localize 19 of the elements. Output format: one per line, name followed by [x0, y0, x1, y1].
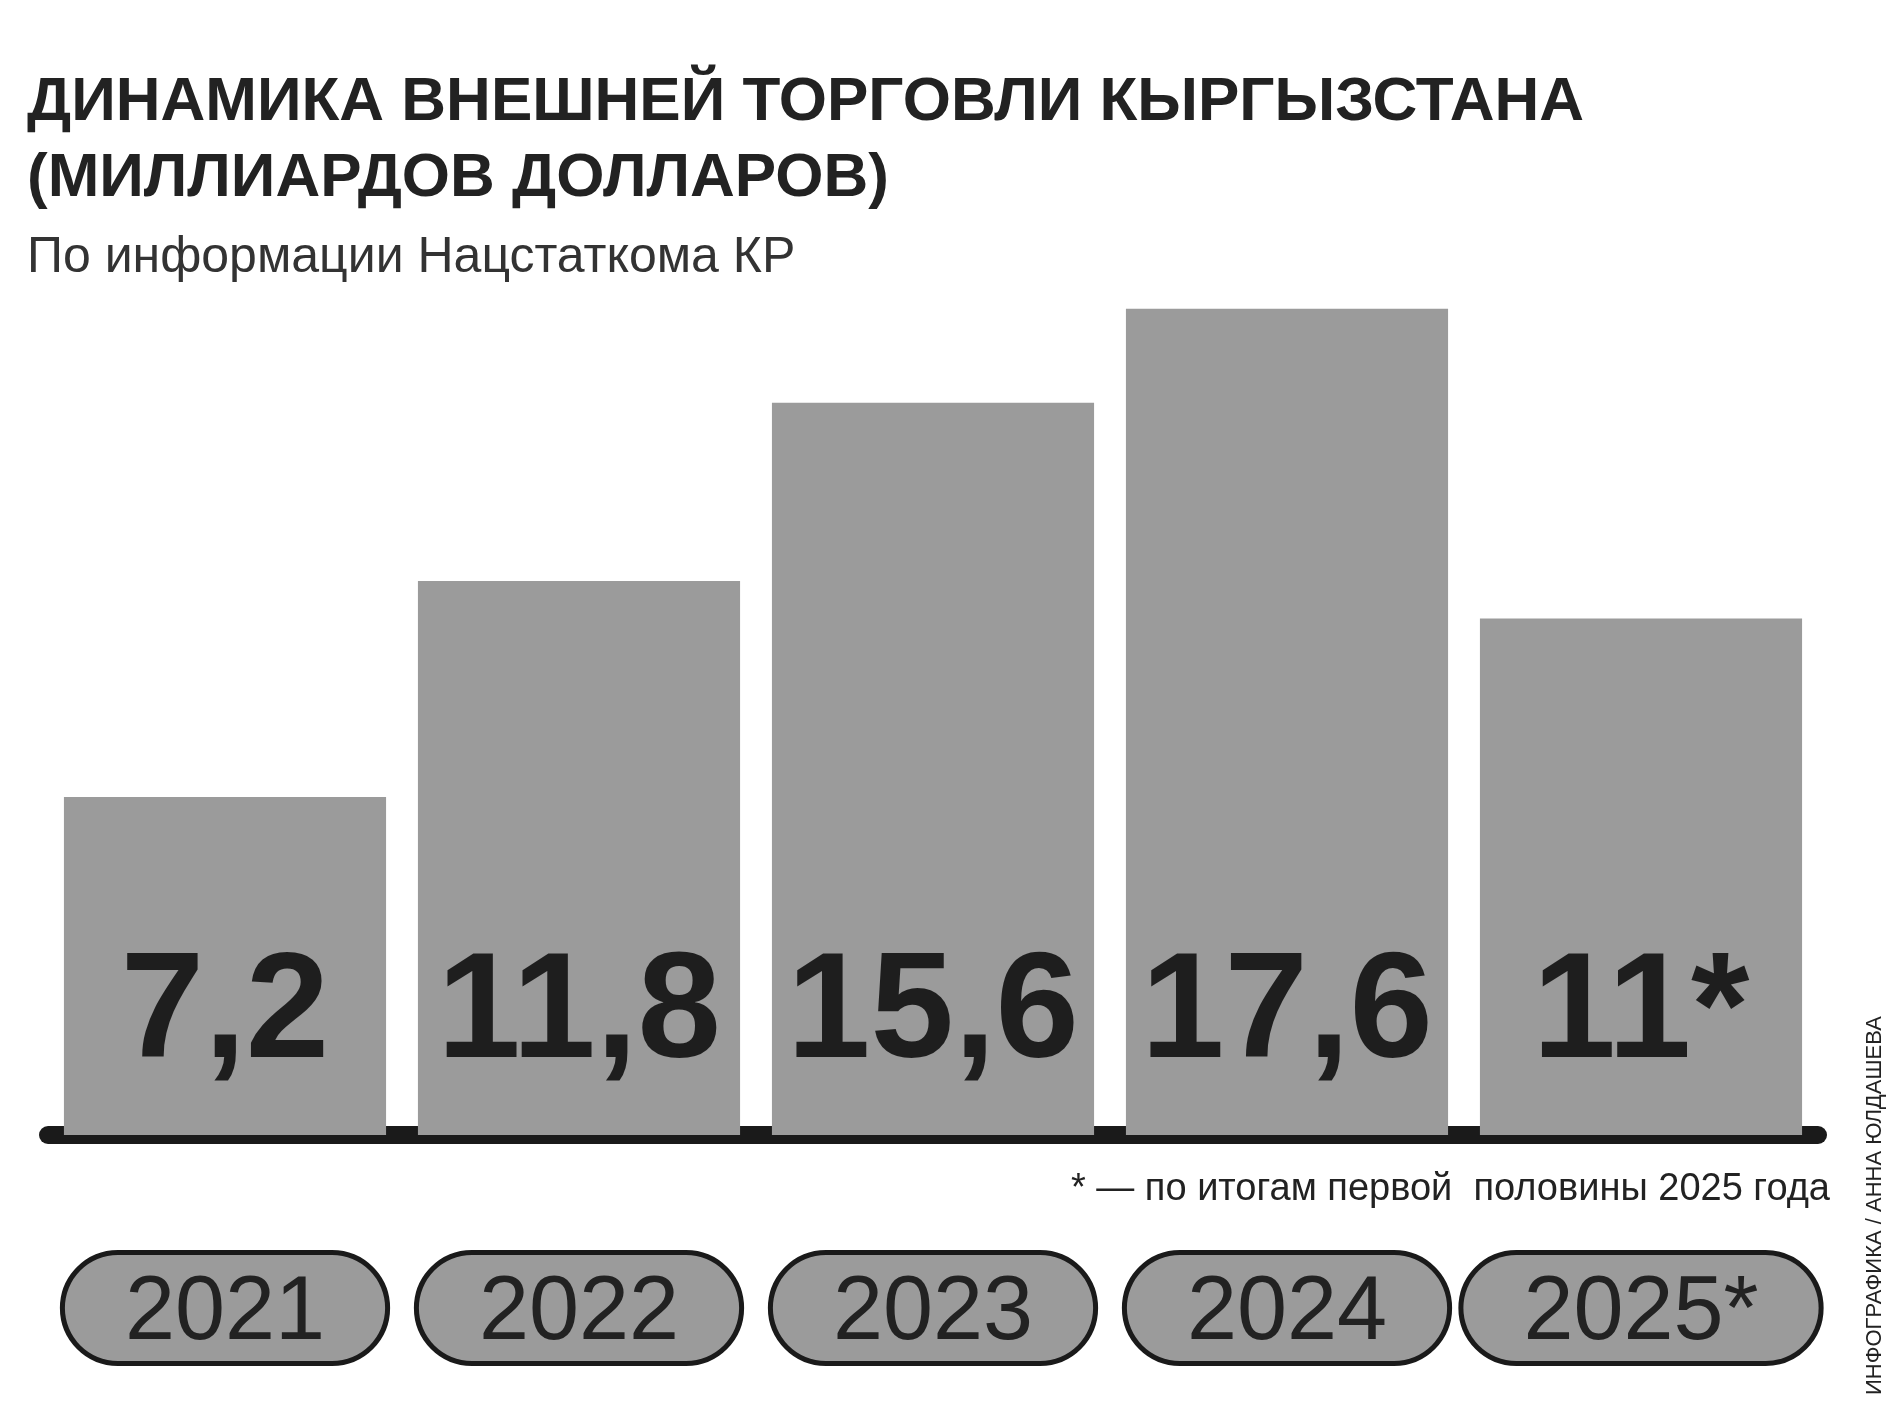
data-label: 15,6 [787, 921, 1079, 1089]
data-label: 11* [1532, 921, 1751, 1089]
x-tick-label: 2024 [1186, 1258, 1388, 1358]
bar [771, 402, 1095, 1135]
x-tick-label: 2025* [1523, 1258, 1759, 1358]
text: * — по итогам первой половины 2025 года [1070, 1166, 1831, 1208]
x-tick-label: 2021 [124, 1258, 326, 1358]
chart-title: ДИНАМИКА ВНЕШНЕЙ ТОРГОВЛИ КЫРГЫЗСТАНА (МИЛЛИАРДОВ ДОЛЛАРОВ) [27, 63, 1584, 209]
bar [1125, 308, 1449, 1135]
bar [63, 797, 387, 1135]
bar [1479, 618, 1803, 1135]
x-tick-label: 2023 [832, 1258, 1034, 1358]
x-tick-label: 2022 [478, 1258, 680, 1358]
data-label: 7,2 [120, 921, 330, 1089]
data-label: 11,8 [437, 921, 721, 1089]
data-label: 17,6 [1141, 921, 1433, 1089]
text: ИНФОГРАФИКА / АННА ЮЛДАШЕВА [1860, 1015, 1886, 1395]
chart-subtitle: По информации Нацстаткома КР [27, 227, 796, 283]
bar [417, 581, 741, 1135]
